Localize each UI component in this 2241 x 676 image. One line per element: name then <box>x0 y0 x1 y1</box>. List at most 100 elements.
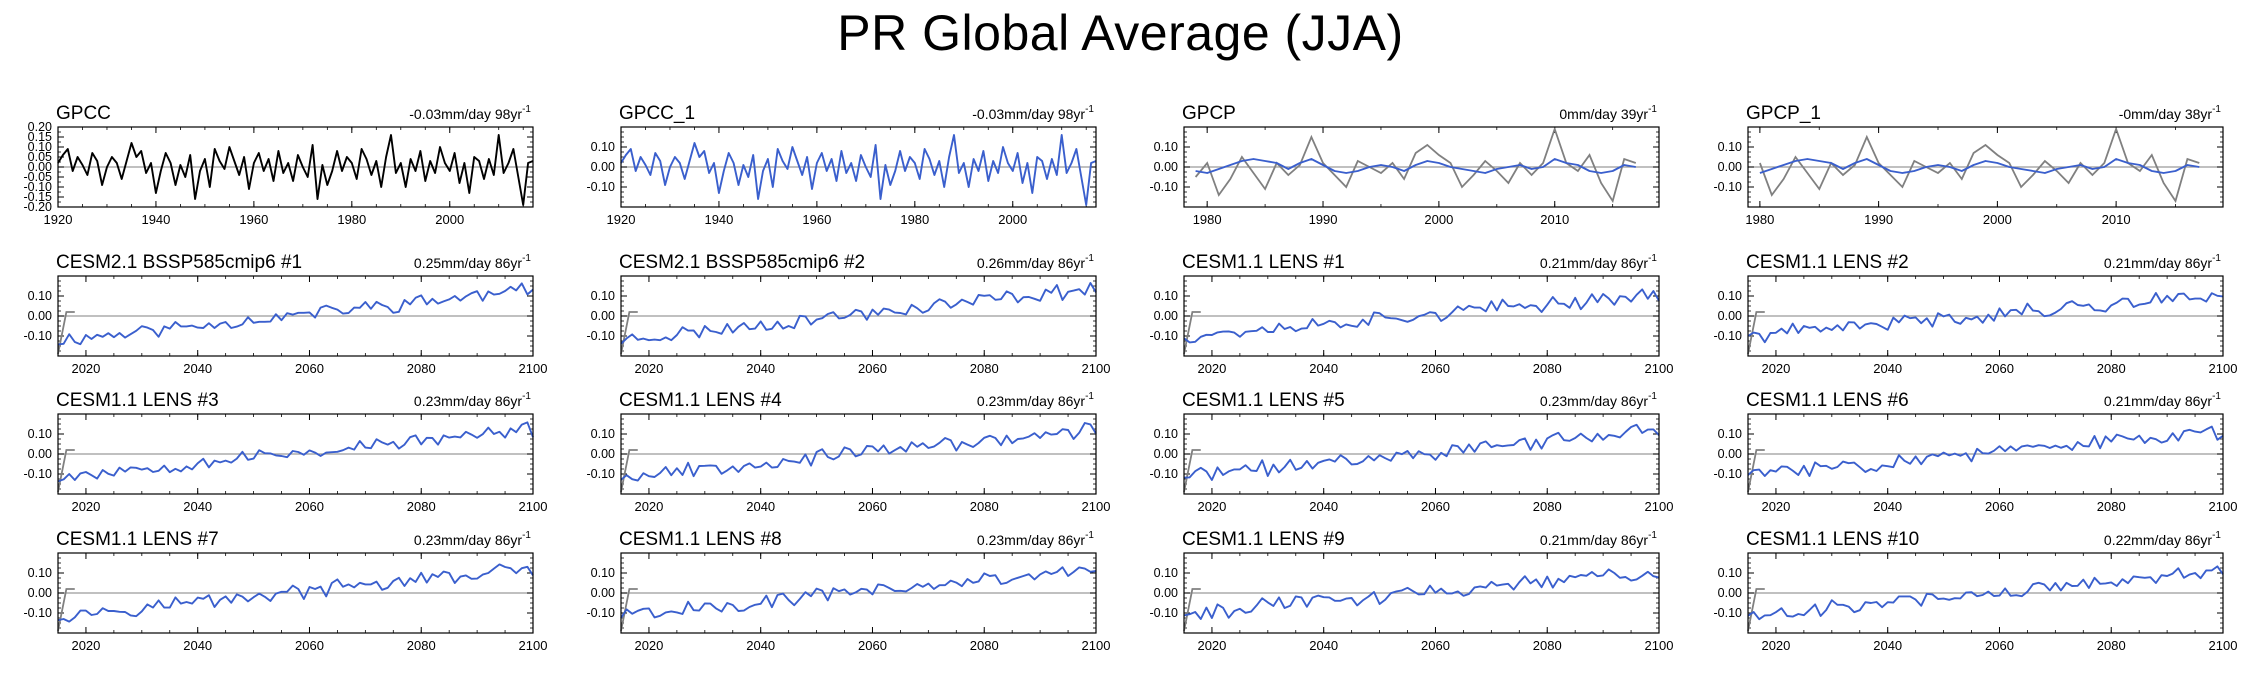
y-tick-label: 0.00 <box>1154 586 1178 600</box>
series-line <box>57 421 534 483</box>
x-tick-label: 2100 <box>519 361 548 376</box>
y-tick-label: -0.10 <box>1150 606 1179 620</box>
trend-label: 0.22mm/day 86yr-1 <box>2104 530 2222 548</box>
series-line <box>1747 425 2224 477</box>
x-tick-label: 2060 <box>295 361 324 376</box>
panel-title: CESM2.1 BSSP585cmip6 #1 <box>56 252 302 273</box>
panel-2: GPCP 0mm/day 39yr-1 0.10 0.00 -0.10 1980 1990 2… <box>1150 103 1660 227</box>
y-tick-label: 0.20 <box>28 120 52 134</box>
y-tick-label: 0.00 <box>591 586 615 600</box>
panel-frame <box>1747 275 2224 357</box>
x-tick-label: 2020 <box>634 361 663 376</box>
trend-label: 0.23mm/day 86yr-1 <box>414 391 532 409</box>
series-line <box>57 282 534 346</box>
obs-series-line <box>1194 126 1637 204</box>
x-tick-label: 2020 <box>1197 361 1226 376</box>
x-tick-label: 2100 <box>1082 361 1111 376</box>
panel-frame <box>620 126 1097 208</box>
y-tick-label: 0.00 <box>591 160 615 174</box>
x-tick-label: 2010 <box>2102 212 2131 227</box>
y-tick-label: 0.00 <box>591 447 615 461</box>
trend-label: 0.23mm/day 86yr-1 <box>977 530 1095 548</box>
panel-frame <box>57 552 534 634</box>
x-tick-label: 1960 <box>239 212 268 227</box>
panel-4: CESM2.1 BSSP585cmip6 #1 0.25mm/day 86yr-1… <box>24 252 548 376</box>
x-tick-label: 1920 <box>44 212 73 227</box>
x-tick-label: 1990 <box>1309 212 1338 227</box>
panel-frame <box>620 552 1097 634</box>
y-tick-label: -0.10 <box>587 467 616 481</box>
y-tick-label: 0.10 <box>28 289 52 303</box>
trend-spike-line <box>1183 449 1201 493</box>
x-tick-label: 1980 <box>1193 212 1222 227</box>
panel-frame <box>57 275 534 357</box>
y-tick-label: 0.10 <box>1154 566 1178 580</box>
trend-label: -0.03mm/day 98yr-1 <box>409 104 531 122</box>
x-tick-label: 2100 <box>2209 361 2238 376</box>
x-tick-label: 2100 <box>2209 499 2238 514</box>
x-tick-label: 2020 <box>1761 638 1790 653</box>
series-line <box>1183 288 1660 344</box>
x-tick-label: 2040 <box>746 499 775 514</box>
x-tick-label: 2060 <box>1985 499 2014 514</box>
y-tick-label: -0.10 <box>587 606 616 620</box>
x-tick-label: 2040 <box>183 499 212 514</box>
y-tick-label: 0.10 <box>1154 289 1178 303</box>
panel-frame <box>1747 126 2224 208</box>
x-tick-label: 1990 <box>1864 212 1893 227</box>
x-tick-label: 2000 <box>1424 212 1453 227</box>
panel-8: CESM1.1 LENS #3 0.23mm/day 86yr-1 0.10 0.00… <box>24 390 548 514</box>
x-tick-label: 2080 <box>2097 499 2126 514</box>
y-tick-label: 0.00 <box>28 160 52 174</box>
trend-spike-line <box>57 311 75 355</box>
x-tick-label: 2040 <box>183 638 212 653</box>
x-tick-label: 2040 <box>746 361 775 376</box>
y-tick-label: 0.00 <box>1154 447 1178 461</box>
x-tick-label: 2020 <box>1761 499 1790 514</box>
panel-frame <box>1747 413 2224 495</box>
x-tick-label: 2060 <box>1985 361 2014 376</box>
panel-frame <box>57 126 534 208</box>
panel-frame <box>1183 413 1660 495</box>
trend-label: 0.25mm/day 86yr-1 <box>414 253 532 271</box>
x-tick-label: 2080 <box>1533 638 1562 653</box>
trend-spike-line <box>57 449 75 493</box>
x-tick-label: 2080 <box>970 499 999 514</box>
y-tick-label: -0.10 <box>587 329 616 343</box>
x-tick-label: 1940 <box>704 212 733 227</box>
panel-title: CESM1.1 LENS #2 <box>1746 252 1909 273</box>
x-tick-label: 2100 <box>1645 499 1674 514</box>
y-tick-label: -0.10 <box>24 467 53 481</box>
x-tick-label: 2060 <box>1985 638 2014 653</box>
panel-11: CESM1.1 LENS #6 0.21mm/day 86yr-1 0.10 0.00… <box>1714 390 2238 514</box>
y-tick-label: -0.10 <box>1150 467 1179 481</box>
panel-frame <box>1183 275 1660 357</box>
y-tick-label: 0.10 <box>28 566 52 580</box>
series-line <box>620 134 1097 206</box>
series-line <box>1759 158 2200 174</box>
panel-title: CESM1.1 LENS #10 <box>1746 529 1919 550</box>
trend-label: -0.03mm/day 98yr-1 <box>972 104 1094 122</box>
x-tick-label: 1980 <box>1745 212 1774 227</box>
y-tick-label: -0.10 <box>1150 180 1179 194</box>
trend-label: -0mm/day 38yr-1 <box>2119 104 2222 122</box>
panel-10: CESM1.1 LENS #5 0.23mm/day 86yr-1 0.10 0.00… <box>1150 390 1674 514</box>
panel-frame <box>57 413 534 495</box>
trend-label: 0.23mm/day 86yr-1 <box>414 530 532 548</box>
x-tick-label: 2100 <box>519 638 548 653</box>
trend-spike-line <box>620 588 638 632</box>
y-tick-label: 0.10 <box>28 427 52 441</box>
x-tick-label: 2040 <box>1309 499 1338 514</box>
trend-spike-line <box>1747 311 1765 355</box>
series-line <box>57 134 534 206</box>
y-tick-label: 0.00 <box>1718 586 1742 600</box>
x-tick-label: 2080 <box>1533 361 1562 376</box>
y-tick-label: 0.10 <box>1718 289 1742 303</box>
x-tick-label: 2040 <box>1873 638 1902 653</box>
y-tick-label: 0.00 <box>28 586 52 600</box>
trend-spike-line <box>620 449 638 493</box>
trend-label: 0.21mm/day 86yr-1 <box>2104 253 2222 271</box>
trend-label: 0.21mm/day 86yr-1 <box>2104 391 2222 409</box>
x-tick-label: 2080 <box>407 361 436 376</box>
panel-frame <box>620 275 1097 357</box>
